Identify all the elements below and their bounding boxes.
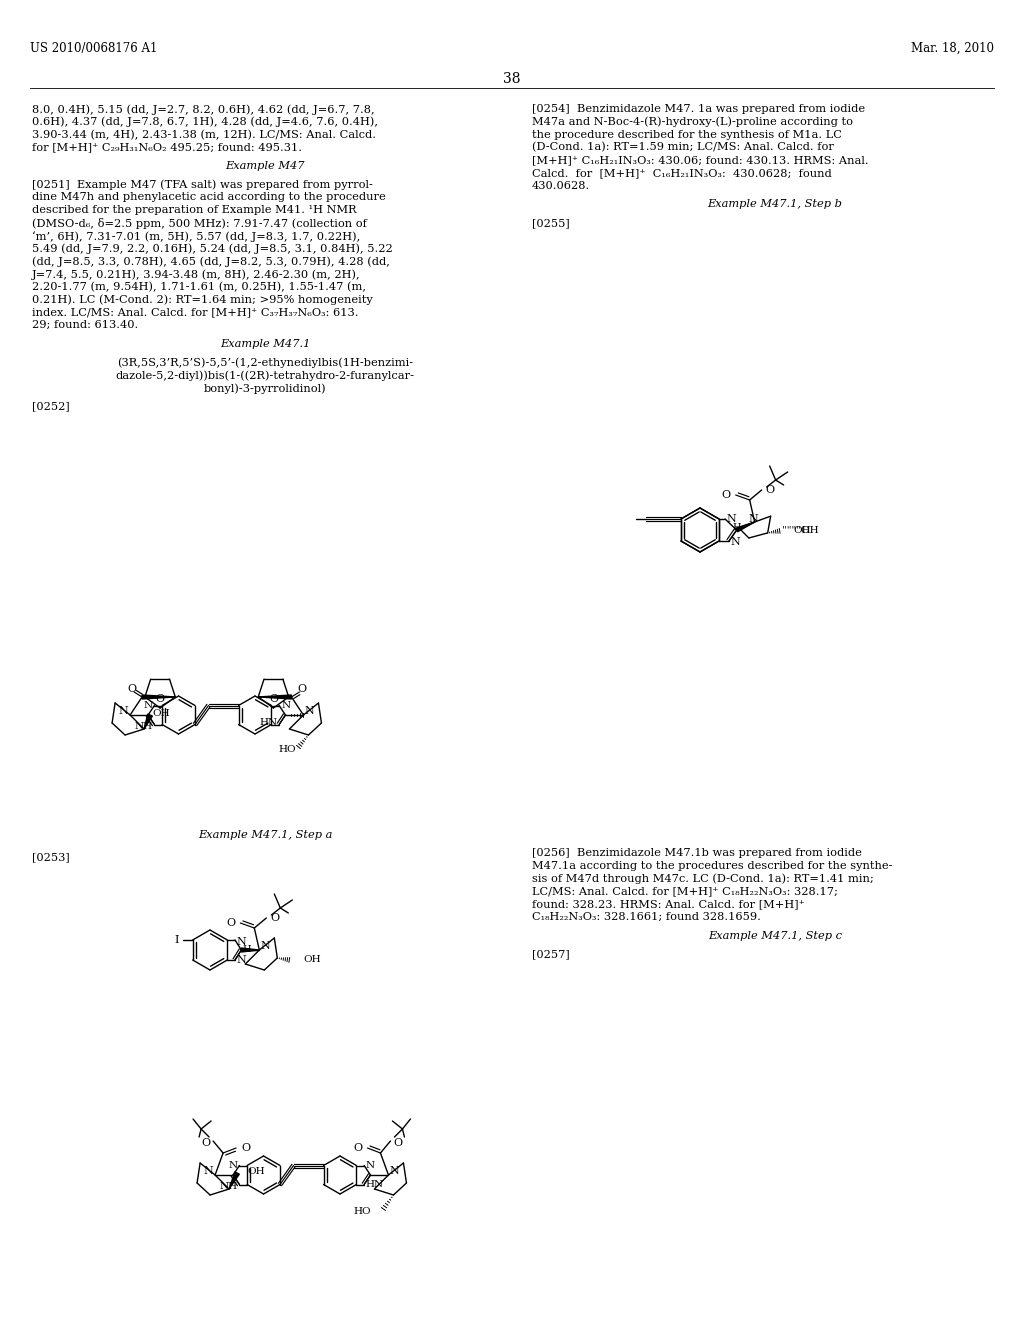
Text: O: O xyxy=(722,490,731,500)
Text: HO: HO xyxy=(354,1206,372,1216)
Text: [0255]: [0255] xyxy=(532,218,569,228)
Text: OH: OH xyxy=(153,709,170,718)
Text: dazole-5,2-diyl))bis(1-((2R)-tetrahydro-2-furanylcar-: dazole-5,2-diyl))bis(1-((2R)-tetrahydro-… xyxy=(116,370,415,380)
Text: Mar. 18, 2010: Mar. 18, 2010 xyxy=(911,42,994,55)
Text: 38: 38 xyxy=(503,73,521,86)
Text: N: N xyxy=(236,937,246,946)
Text: [0253]: [0253] xyxy=(32,851,70,862)
Text: O: O xyxy=(201,1138,210,1148)
Text: Example M47: Example M47 xyxy=(225,161,305,172)
Text: (D-Cond. 1a): RT=1.59 min; LC/MS: Anal. Calcd. for: (D-Cond. 1a): RT=1.59 min; LC/MS: Anal. … xyxy=(532,143,834,153)
Text: N: N xyxy=(366,1162,375,1170)
Text: N: N xyxy=(730,537,739,546)
Text: (DMSO-d₆, δ=2.5 ppm, 500 MHz): 7.91-7.47 (collection of: (DMSO-d₆, δ=2.5 ppm, 500 MHz): 7.91-7.47… xyxy=(32,218,367,228)
Text: N: N xyxy=(228,1162,238,1170)
Text: O: O xyxy=(393,1138,402,1148)
Text: (3R,5S,3’R,5’S)-5,5’-(1,2-ethynediylbis(1H-benzimi-: (3R,5S,3’R,5’S)-5,5’-(1,2-ethynediylbis(… xyxy=(117,358,413,368)
Text: H: H xyxy=(242,945,251,954)
Text: """"OH: """"OH xyxy=(781,527,818,536)
Text: N: N xyxy=(304,706,314,715)
Text: H: H xyxy=(732,523,740,532)
Text: O: O xyxy=(156,694,165,704)
Text: HN: HN xyxy=(366,1180,383,1189)
Text: [0254]  Benzimidazole M47. 1a was prepared from iodide: [0254] Benzimidazole M47. 1a was prepare… xyxy=(532,104,865,114)
Text: ‘m’, 6H), 7.31-7.01 (m, 5H), 5.57 (dd, J=8.3, 1.7, 0.22H),: ‘m’, 6H), 7.31-7.01 (m, 5H), 5.57 (dd, J… xyxy=(32,231,360,242)
Polygon shape xyxy=(229,1172,240,1189)
Text: Example M47.1, Step a: Example M47.1, Step a xyxy=(198,830,332,840)
Text: N: N xyxy=(204,1166,213,1176)
Text: bonyl)-3-pyrrolidinol): bonyl)-3-pyrrolidinol) xyxy=(204,383,327,393)
Text: index. LC/MS: Anal. Calcd. for [M+H]⁺ C₃₇H₃₇N₆O₃: 613.: index. LC/MS: Anal. Calcd. for [M+H]⁺ C₃… xyxy=(32,308,358,318)
Text: N: N xyxy=(260,941,270,950)
Text: the procedure described for the synthesis of M1a. LC: the procedure described for the synthesi… xyxy=(532,129,842,140)
Text: [M+H]⁺ C₁₆H₂₁IN₃O₃: 430.06; found: 430.13. HRMS: Anal.: [M+H]⁺ C₁₆H₂₁IN₃O₃: 430.06; found: 430.1… xyxy=(532,156,868,165)
Text: N: N xyxy=(749,513,759,524)
Text: described for the preparation of Example M41. ¹H NMR: described for the preparation of Example… xyxy=(32,205,356,215)
Text: 0.6H), 4.37 (dd, J=7.8, 6.7, 1H), 4.28 (dd, J=4.6, 7.6, 0.4H),: 0.6H), 4.37 (dd, J=7.8, 6.7, 1H), 4.28 (… xyxy=(32,116,378,127)
Text: (dd, J=8.5, 3.3, 0.78H), 4.65 (dd, J=8.2, 5.3, 0.79H), 4.28 (dd,: (dd, J=8.5, 3.3, 0.78H), 4.65 (dd, J=8.2… xyxy=(32,256,390,267)
Polygon shape xyxy=(142,696,175,700)
Text: N: N xyxy=(143,701,153,710)
Text: O: O xyxy=(766,484,775,495)
Text: OH: OH xyxy=(303,956,321,965)
Text: 2.20-1.77 (m, 9.54H), 1.71-1.61 (m, 0.25H), 1.55-1.47 (m,: 2.20-1.77 (m, 9.54H), 1.71-1.61 (m, 0.25… xyxy=(32,282,366,292)
Text: HO: HO xyxy=(279,744,297,754)
Text: 5.49 (dd, J=7.9, 2.2, 0.16H), 5.24 (dd, J=8.5, 3.1, 0.84H), 5.22: 5.49 (dd, J=7.9, 2.2, 0.16H), 5.24 (dd, … xyxy=(32,243,393,253)
Text: O: O xyxy=(269,694,279,704)
Text: [0257]: [0257] xyxy=(532,949,569,960)
Text: 3.90-3.44 (m, 4H), 2.43-1.38 (m, 12H). LC/MS: Anal. Calcd.: 3.90-3.44 (m, 4H), 2.43-1.38 (m, 12H). L… xyxy=(32,129,376,140)
Text: O: O xyxy=(297,684,306,694)
Polygon shape xyxy=(258,696,292,700)
Polygon shape xyxy=(242,948,259,952)
Text: O: O xyxy=(270,913,280,923)
Text: O: O xyxy=(241,1143,250,1152)
Text: dine M47h and phenylacetic acid according to the procedure: dine M47h and phenylacetic acid accordin… xyxy=(32,193,386,202)
Text: O: O xyxy=(226,917,236,928)
Text: N: N xyxy=(726,513,736,524)
Text: NH: NH xyxy=(134,722,153,731)
Text: US 2010/0068176 A1: US 2010/0068176 A1 xyxy=(30,42,158,55)
Text: C₁₈H₂₂N₃O₃: 328.1661; found 328.1659.: C₁₈H₂₂N₃O₃: 328.1661; found 328.1659. xyxy=(532,912,761,921)
Text: NH: NH xyxy=(219,1181,238,1191)
Text: N: N xyxy=(119,706,128,715)
Text: J=7.4, 5.5, 0.21H), 3.94-3.48 (m, 8H), 2.46-2.30 (m, 2H),: J=7.4, 5.5, 0.21H), 3.94-3.48 (m, 8H), 2… xyxy=(32,269,360,280)
Text: HN: HN xyxy=(259,718,278,727)
Text: M47a and N-Boc-4-(R)-hydroxy-(L)-proline according to: M47a and N-Boc-4-(R)-hydroxy-(L)-proline… xyxy=(532,116,853,127)
Text: Example M47.1, Step b: Example M47.1, Step b xyxy=(708,199,843,210)
Text: found: 328.23. HRMS: Anal. Calcd. for [M+H]⁺: found: 328.23. HRMS: Anal. Calcd. for [M… xyxy=(532,899,805,909)
Text: Example M47.1: Example M47.1 xyxy=(220,339,310,348)
Text: 430.0628.: 430.0628. xyxy=(532,181,590,191)
Text: LC/MS: Anal. Calcd. for [M+H]⁺ C₁₈H₂₂N₃O₃: 328.17;: LC/MS: Anal. Calcd. for [M+H]⁺ C₁₈H₂₂N₃O… xyxy=(532,887,838,896)
Text: [0256]  Benzimidazole M47.1b was prepared from iodide: [0256] Benzimidazole M47.1b was prepared… xyxy=(532,847,862,858)
Text: Calcd.  for  [M+H]⁺  C₁₆H₂₁IN₃O₃:  430.0628;  found: Calcd. for [M+H]⁺ C₁₆H₂₁IN₃O₃: 430.0628;… xyxy=(532,168,831,178)
Text: N: N xyxy=(282,701,290,710)
Text: I: I xyxy=(174,935,178,945)
Text: sis of M47d through M47c. LC (D-Cond. 1a): RT=1.41 min;: sis of M47d through M47c. LC (D-Cond. 1a… xyxy=(532,874,873,884)
Text: 8.0, 0.4H), 5.15 (dd, J=2.7, 8.2, 0.6H), 4.62 (dd, J=6.7, 7.8,: 8.0, 0.4H), 5.15 (dd, J=2.7, 8.2, 0.6H),… xyxy=(32,104,375,115)
Polygon shape xyxy=(736,521,755,532)
Text: N: N xyxy=(236,954,246,965)
Text: N: N xyxy=(389,1166,399,1176)
Text: Example M47.1, Step c: Example M47.1, Step c xyxy=(708,931,842,941)
Text: OH: OH xyxy=(247,1167,265,1176)
Text: O: O xyxy=(128,684,136,694)
Text: 0.21H). LC (M-Cond. 2): RT=1.64 min; >95% homogeneity: 0.21H). LC (M-Cond. 2): RT=1.64 min; >95… xyxy=(32,294,373,305)
Text: OH: OH xyxy=(794,527,811,536)
Text: for [M+H]⁺ C₂₉H₃₁N₆O₂ 495.25; found: 495.31.: for [M+H]⁺ C₂₉H₃₁N₆O₂ 495.25; found: 495… xyxy=(32,143,302,152)
Text: O: O xyxy=(353,1143,362,1152)
Polygon shape xyxy=(144,714,153,729)
Text: [0252]: [0252] xyxy=(32,401,70,412)
Text: 29; found: 613.40.: 29; found: 613.40. xyxy=(32,321,138,330)
Text: [0251]  Example M47 (TFA salt) was prepared from pyrrol-: [0251] Example M47 (TFA salt) was prepar… xyxy=(32,180,373,190)
Text: M47.1a according to the procedures described for the synthe-: M47.1a according to the procedures descr… xyxy=(532,861,893,871)
